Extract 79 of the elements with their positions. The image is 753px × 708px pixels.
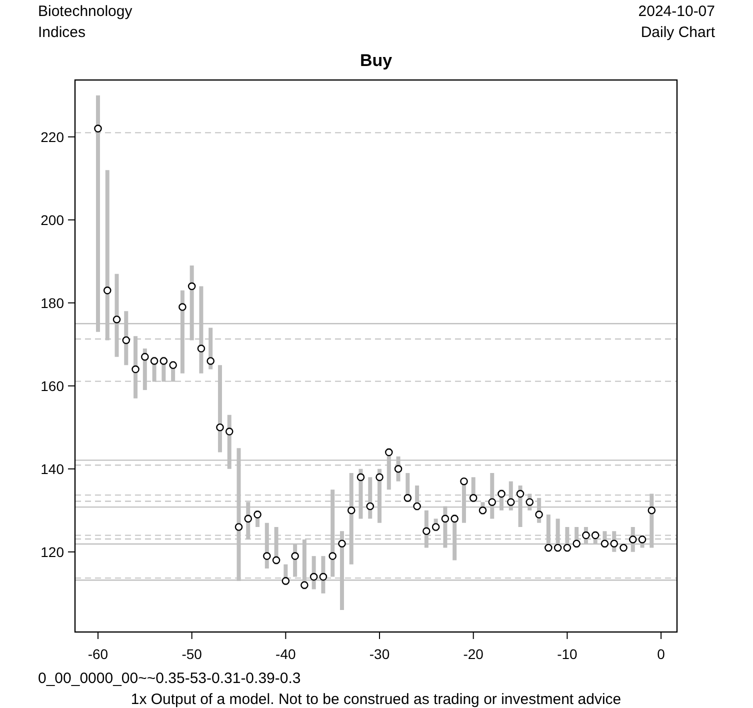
- point: [572, 540, 580, 548]
- point: [591, 531, 600, 540]
- point: [498, 490, 506, 498]
- point: [450, 514, 458, 523]
- point: [628, 536, 637, 544]
- point: [422, 527, 430, 536]
- point: [563, 544, 572, 552]
- point: [160, 357, 168, 365]
- y-tick-label: 180: [40, 294, 64, 311]
- x-tick-label: -10: [557, 646, 578, 662]
- point: [469, 494, 478, 502]
- point: [282, 577, 290, 585]
- point: [225, 428, 234, 436]
- point: [141, 352, 149, 361]
- y-tick-label: 200: [40, 212, 64, 228]
- point: [310, 572, 318, 581]
- point: [291, 552, 299, 560]
- point: [112, 316, 121, 324]
- point: [272, 556, 280, 564]
- point: [441, 514, 450, 523]
- text: Indices: [38, 24, 86, 41]
- point: [244, 514, 252, 523]
- x-tick-label: -30: [369, 646, 390, 662]
- point: [254, 510, 262, 518]
- point: [526, 498, 534, 506]
- point: [460, 477, 468, 486]
- point: [478, 506, 487, 514]
- point: [206, 357, 214, 365]
- text: 1x Output of a model. Not to be construed as trading or investment advice: [130, 691, 622, 708]
- point: [638, 536, 646, 544]
- point: [535, 510, 543, 518]
- point: [488, 498, 496, 506]
- point: [122, 336, 130, 344]
- x-tick-label: -50: [182, 646, 202, 662]
- x-tick-label: -40: [276, 646, 296, 662]
- point: [394, 464, 402, 473]
- point: [328, 552, 336, 560]
- point: [263, 552, 271, 560]
- point: [582, 531, 590, 540]
- point: [376, 473, 384, 482]
- point: [544, 544, 552, 552]
- point: [94, 124, 102, 132]
- point: [385, 448, 393, 456]
- point: [356, 473, 365, 482]
- point: [319, 572, 328, 581]
- point: [404, 494, 412, 502]
- point: [197, 344, 206, 352]
- point: [169, 361, 177, 370]
- point: [347, 506, 356, 514]
- point: [600, 540, 609, 548]
- point: [338, 540, 346, 548]
- point: [234, 523, 243, 531]
- point: [366, 502, 374, 510]
- point: [216, 423, 224, 432]
- point: [413, 502, 421, 510]
- point: [610, 540, 618, 548]
- point: [300, 581, 308, 589]
- text: Daily Chart: [640, 24, 716, 41]
- point: [648, 506, 656, 514]
- x-tick-label: 0: [657, 646, 666, 662]
- y-tick-label: 220: [40, 128, 64, 145]
- y-tick-label: 140: [40, 460, 64, 477]
- y-tick-label: 120: [40, 544, 64, 560]
- text: 2024-10-07: [638, 3, 715, 20]
- point: [432, 523, 440, 531]
- text: 0_00_0000_00~~0.35-53-0.31-0.39-0.3: [38, 670, 301, 687]
- y-tick-label: 160: [40, 378, 64, 394]
- x-tick-label: -60: [88, 646, 108, 662]
- point: [554, 544, 562, 552]
- point: [516, 490, 524, 498]
- point: [178, 303, 186, 311]
- chart-title: Buy: [360, 51, 393, 70]
- text: Biotechnology: [38, 3, 133, 20]
- point: [507, 498, 515, 506]
- point: [103, 286, 112, 294]
- point: [188, 282, 196, 290]
- x-tick-label: -20: [463, 646, 484, 662]
- point: [132, 365, 140, 374]
- point: [150, 357, 158, 365]
